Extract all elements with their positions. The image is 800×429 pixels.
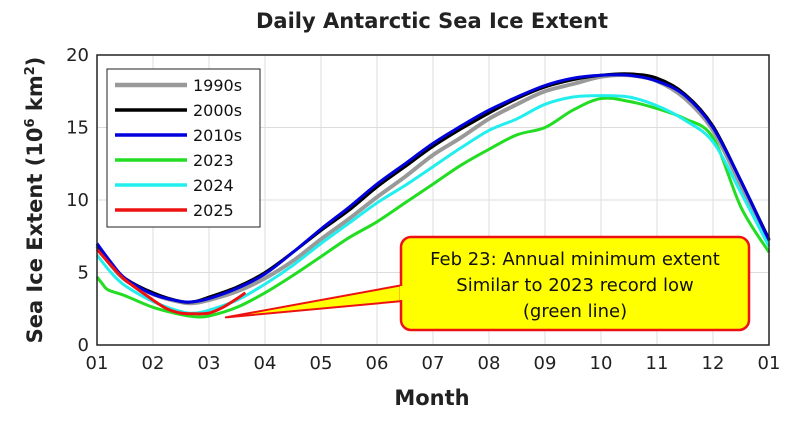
- x-tick-label-1: 02: [142, 353, 165, 374]
- callout-line-2: (green line): [523, 301, 627, 322]
- legend-label-2000s: 2000s: [193, 101, 242, 120]
- y-tick-label-2: 10: [66, 190, 89, 211]
- chart-title: Daily Antarctic Sea Ice Extent: [256, 9, 608, 33]
- y-tick-label-0: 0: [78, 335, 89, 356]
- x-tick-label-4: 05: [310, 353, 333, 374]
- x-tick-label-2: 03: [198, 353, 221, 374]
- y-axis-label-unit: km: [23, 75, 47, 118]
- x-tick-label-10: 11: [646, 353, 669, 374]
- y-axis-label-main: Sea Ice Extent (10: [23, 127, 47, 343]
- x-axis-label: Month: [394, 386, 469, 410]
- x-tick-label-0: 01: [86, 353, 109, 374]
- x-tick-label-11: 12: [702, 353, 725, 374]
- x-tick-label-6: 07: [422, 353, 445, 374]
- axes: [96, 54, 770, 346]
- series-lines: [95, 72, 771, 319]
- series-line-2025: [95, 248, 247, 316]
- y-tick-label-1: 5: [78, 263, 89, 284]
- x-tick-label-9: 10: [590, 353, 613, 374]
- x-tick-label-8: 09: [534, 353, 557, 374]
- x-tick-label-3: 04: [254, 353, 277, 374]
- plot-frame: [96, 54, 770, 346]
- x-tick-label-5: 06: [366, 353, 389, 374]
- y-axis-label-close: ): [23, 57, 47, 67]
- x-tick-label-7: 08: [478, 353, 501, 374]
- y-axis-label-sup2: 2: [23, 66, 38, 75]
- legend-label-2024: 2024: [193, 176, 234, 195]
- callout-box: [399, 235, 751, 332]
- legend-label-2010s: 2010s: [193, 126, 242, 145]
- y-tick-label-4: 20: [66, 45, 89, 66]
- legend-label-2025: 2025: [193, 201, 234, 220]
- legend-label-1990s: 1990s: [193, 76, 242, 95]
- x-tick-label-12: 01: [758, 353, 781, 374]
- y-axis-label-sup: 6: [23, 118, 38, 127]
- series-line-2023: [95, 96, 771, 319]
- callout-joint: [400, 286, 405, 300]
- legend-label-2023: 2023: [193, 151, 234, 170]
- callout-line-0: Feb 23: Annual minimum extent: [430, 249, 720, 270]
- legend: 1990s 2000s 2010s 2023 2024 2025: [106, 68, 261, 228]
- callout-line-1: Similar to 2023 record low: [456, 275, 693, 296]
- y-tick-label-3: 15: [66, 118, 89, 139]
- y-axis-label: Sea Ice Extent (106 km2): [23, 57, 47, 344]
- legend-box: [106, 68, 261, 228]
- series-line-2010s: [95, 73, 771, 304]
- annotation-callout: Feb 23: Annual minimum extent Similar to …: [224, 235, 751, 332]
